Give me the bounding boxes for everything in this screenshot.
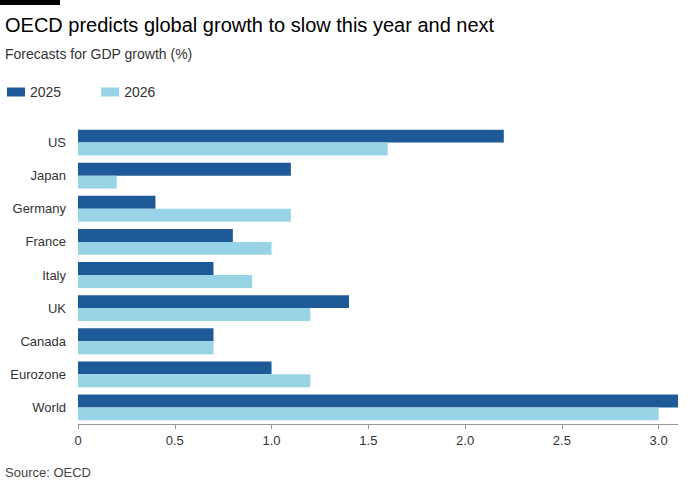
svg-text:2.0: 2.0	[456, 433, 474, 448]
svg-text:OECD predicts global growth to: OECD predicts global growth to slow this…	[5, 14, 495, 36]
svg-text:2026: 2026	[124, 84, 155, 100]
svg-text:Germany: Germany	[13, 201, 67, 216]
svg-text:Canada: Canada	[20, 334, 66, 349]
svg-text:Eurozone: Eurozone	[10, 367, 66, 382]
svg-text:UK: UK	[48, 301, 66, 316]
svg-text:1.5: 1.5	[359, 433, 377, 448]
svg-text:France: France	[26, 234, 66, 249]
svg-text:0.5: 0.5	[166, 433, 184, 448]
svg-text:Japan: Japan	[31, 168, 66, 183]
svg-text:Source: OECD: Source: OECD	[5, 465, 91, 480]
svg-text:2025: 2025	[30, 84, 61, 100]
svg-text:2.5: 2.5	[553, 433, 571, 448]
svg-text:0: 0	[74, 433, 81, 448]
svg-text:US: US	[48, 135, 66, 150]
svg-text:Forecasts for GDP growth (%): Forecasts for GDP growth (%)	[5, 46, 192, 62]
svg-text:3.0: 3.0	[650, 433, 668, 448]
svg-text:World: World	[32, 400, 66, 415]
svg-text:1.0: 1.0	[263, 433, 281, 448]
svg-text:Italy: Italy	[42, 268, 66, 283]
